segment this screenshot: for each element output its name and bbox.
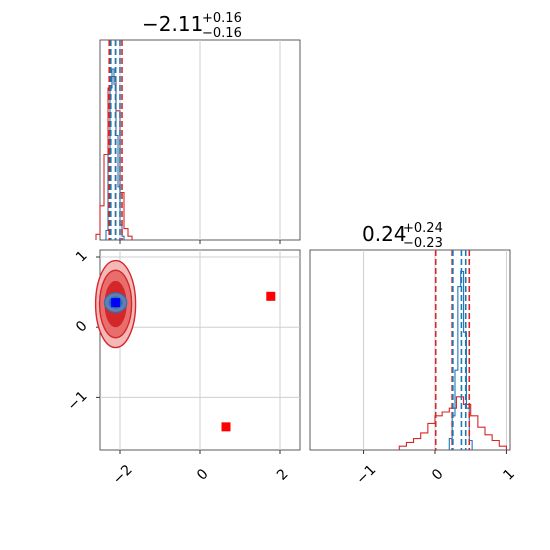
- title-param-2-plus: +0.24: [403, 221, 443, 236]
- title-param-1-plus: +0.16: [202, 11, 242, 26]
- title-param-1: −2.11 +0.16 −0.16: [142, 11, 242, 41]
- x-tick-label: −2: [110, 462, 136, 488]
- title-param-2-value: 0.24: [362, 222, 407, 246]
- truth-marker: [266, 291, 276, 301]
- x-tick-label: 1: [500, 466, 518, 484]
- title-param-2: 0.24 +0.24 −0.23: [362, 221, 443, 251]
- x-tick-label: 2: [274, 466, 292, 484]
- title-param-1-minus: −0.16: [202, 26, 242, 41]
- y-tick-label: −1: [65, 388, 91, 414]
- x-tick-label: −1: [353, 462, 379, 488]
- truth-marker: [111, 298, 121, 308]
- title-param-2-minus: −0.23: [403, 236, 443, 251]
- panel-bottom-right-frame: [309, 249, 511, 451]
- histogram-step: [95, 76, 133, 240]
- title-param-1-value: −2.11: [142, 12, 203, 36]
- chart-marks: −2 0 2 1 0 −1 −1 0 1: [65, 40, 518, 488]
- x-tick-label: 0: [429, 466, 447, 484]
- x-tick-label: 0: [194, 466, 212, 484]
- y-tick-label: 0: [73, 318, 91, 336]
- truth-marker: [221, 422, 231, 432]
- y-tick-label: 1: [73, 248, 91, 266]
